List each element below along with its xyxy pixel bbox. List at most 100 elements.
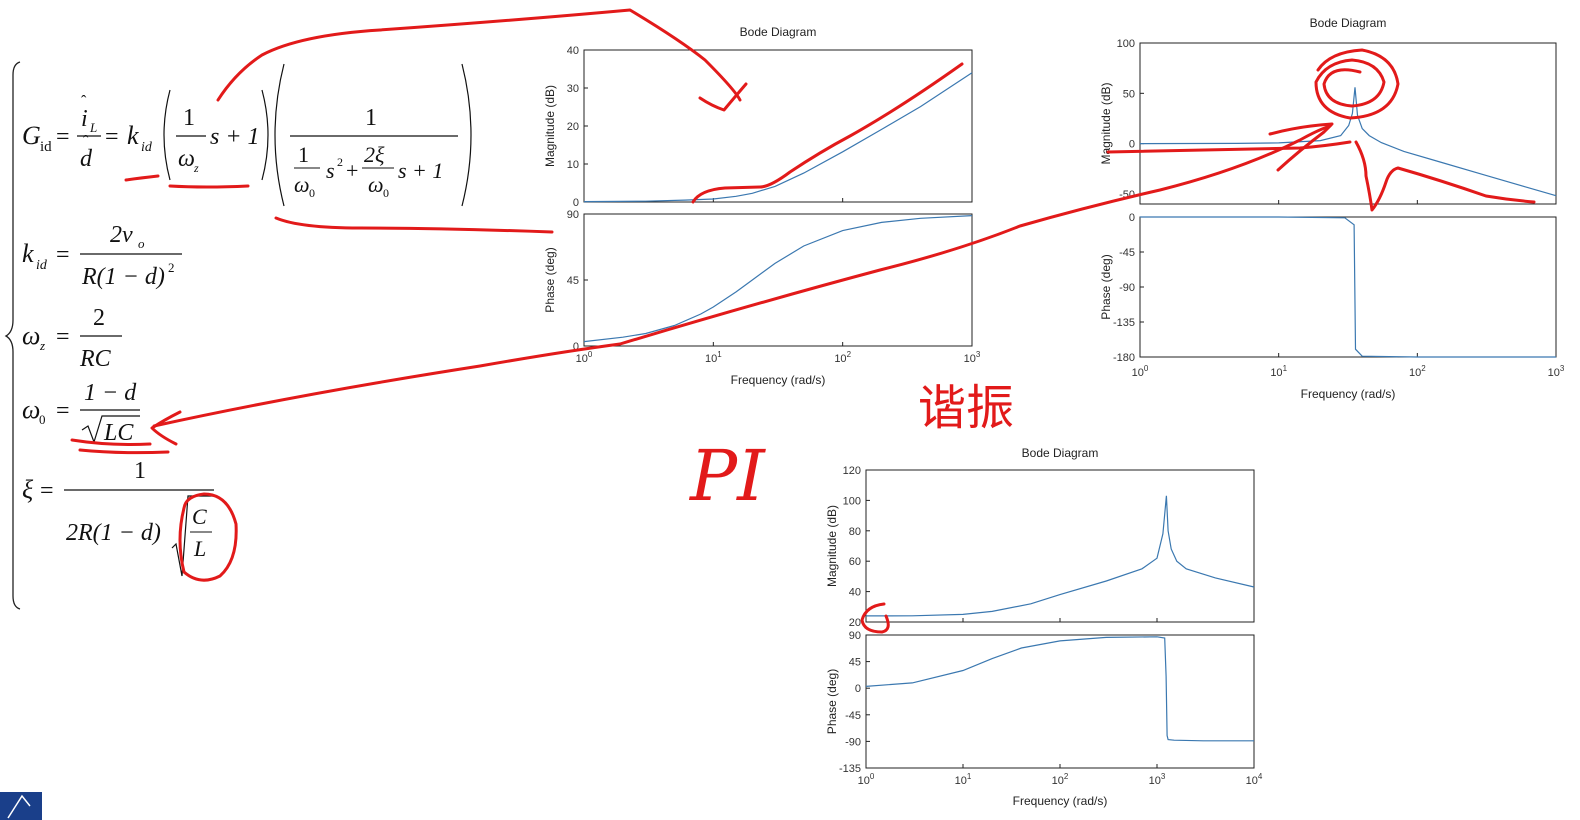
w0-numerator: 1 − d <box>84 380 137 406</box>
handwritten-resonance: 谐振 <box>918 380 1014 436</box>
y-tick-label: 90 <box>567 209 579 221</box>
w0-sub-2: 0 <box>383 186 389 200</box>
s-plus-one-2: s + 1 <box>398 158 443 183</box>
kid-equation: k id = 2v o R(1 − d) 2 <box>22 222 182 290</box>
wz-frac-den: ω <box>178 146 195 172</box>
wz-frac-sub: z <box>193 161 199 175</box>
y-axis-label: Phase (deg) <box>543 247 557 312</box>
kid-den-exp: 2 <box>168 260 175 275</box>
equals-1: = <box>56 124 70 150</box>
ink-underline-wz <box>168 184 250 189</box>
y-axis-label: Magnitude (dB) <box>543 85 557 167</box>
x-tick-label: 102 <box>1409 364 1426 379</box>
plus-sign: + <box>346 158 358 183</box>
ink-long-arrow <box>152 124 1332 428</box>
xi-numerator: 1 <box>134 458 146 484</box>
y-tick-label: 0 <box>1129 212 1135 224</box>
wz-lhs-sub: z <box>39 338 45 353</box>
bode-chart-3: Bode Diagram 20 40 60 80 100 120 Magnitude (dB)… <box>825 446 1263 808</box>
equals-wz: = <box>56 324 70 350</box>
x-tick-label: 102 <box>834 350 851 365</box>
magnitude-panel: 0 10 20 30 40 Magnitude (dB) <box>543 45 973 209</box>
y-tick-label: -90 <box>1119 282 1135 294</box>
series-line-1 <box>865 636 1254 742</box>
xi-denominator: 2R(1 − d) <box>66 520 161 546</box>
y-axis-label: Phase (deg) <box>1099 254 1113 319</box>
left-brace <box>4 61 21 610</box>
w0-inv-sub: 0 <box>309 186 315 200</box>
y-tick-label: 30 <box>567 83 579 95</box>
w0-inv-den: ω <box>294 172 310 197</box>
gid-equation: G id = i ˆ L d ˆ = k id 1 ω z s + 1 1 1 <box>22 63 472 207</box>
y-tick-label: 20 <box>567 121 579 133</box>
y-tick-label: 100 <box>843 495 861 507</box>
y-axis-label: Magnitude (dB) <box>825 505 839 587</box>
handwritten-pi: PI <box>688 435 766 517</box>
il-subscript: L <box>89 120 97 135</box>
y-tick-label: -135 <box>839 763 861 775</box>
series-line-1 <box>583 215 973 343</box>
plot-frame <box>1139 216 1557 358</box>
ink-drop-right <box>1354 140 1536 212</box>
x-tick-label: 100 <box>576 350 593 365</box>
y-tick-label: 0 <box>855 683 861 695</box>
resonant-frac-num: 1 <box>365 105 377 131</box>
bode-charts: Bode Diagram 0 102 0 30 40 Magnitude (dB) 0 45 90… <box>543 16 1565 808</box>
y-tick-label: -90 <box>845 736 861 748</box>
x-tick-label: 104 <box>1246 772 1263 787</box>
x-tick-label: 100 <box>1132 364 1149 379</box>
two-xi: 2ξ <box>364 142 385 167</box>
kid-lhs-sub: id <box>36 258 48 273</box>
ink-underline-kid <box>124 174 160 182</box>
ink-bracket-phase <box>1268 122 1334 172</box>
ink-underline-resonant <box>274 216 554 234</box>
s-squared-exp: 2 <box>337 155 343 169</box>
series-line-1 <box>865 495 1255 617</box>
kid-numerator: 2v <box>110 222 133 248</box>
xi-l: L <box>193 536 206 561</box>
series-line-1 <box>1139 87 1557 197</box>
y-tick-label: -180 <box>1113 352 1135 364</box>
w0-den-2: ω <box>368 172 384 197</box>
il-numerator: i <box>81 106 88 132</box>
chart-title: Bode Diagram <box>1022 446 1099 460</box>
y-tick-label: 80 <box>849 526 861 538</box>
y-tick-label: 60 <box>849 556 861 568</box>
phase-panel: -180 -135 -90 -45 0 Phase (deg) <box>1099 212 1557 364</box>
x-axis-label: Frequency (rad/s) <box>1301 387 1396 401</box>
series-line-1 <box>583 72 973 203</box>
kid-lhs: k <box>22 239 34 268</box>
w0-denominator: LC <box>103 420 134 446</box>
x-tick-label: 103 <box>1149 772 1166 787</box>
kid-subscript: id <box>141 140 153 155</box>
x-tick-label: 100 <box>858 772 875 787</box>
il-hat: ˆ <box>81 93 87 110</box>
plot-frame <box>1139 42 1557 205</box>
plot-frame <box>865 634 1255 769</box>
y-tick-label: -135 <box>1113 317 1135 329</box>
y-tick-label: 40 <box>849 587 861 599</box>
gid-symbol: G <box>22 121 41 150</box>
y-tick-label: -45 <box>1119 247 1135 259</box>
gid-subscript: id <box>40 139 52 155</box>
x-tick-label: 101 <box>1270 364 1287 379</box>
y-tick-label: 45 <box>849 657 861 669</box>
wz-equation: ω z = 2 RC <box>22 305 122 372</box>
w0-inv-num: 1 <box>298 142 309 167</box>
ink-circle-start <box>860 602 890 634</box>
s-squared: s <box>326 158 335 183</box>
plot-frame <box>865 469 1255 623</box>
x-tick-label: 103 <box>1548 364 1565 379</box>
ink-arrow-top <box>216 8 742 102</box>
y-tick-label: 0 <box>573 341 579 353</box>
plot-frame <box>583 213 973 347</box>
ink-peak-swirl <box>1314 48 1400 120</box>
ink-arrowhead-w0 <box>150 410 182 446</box>
ink-trace-mag <box>691 62 964 204</box>
chart-title: Bode Diagram <box>1310 16 1387 30</box>
y-tick-label: -45 <box>845 710 861 722</box>
wz-denominator: RC <box>79 346 112 372</box>
equals-w0: = <box>56 398 70 424</box>
x-tick-label: 103 <box>964 350 981 365</box>
